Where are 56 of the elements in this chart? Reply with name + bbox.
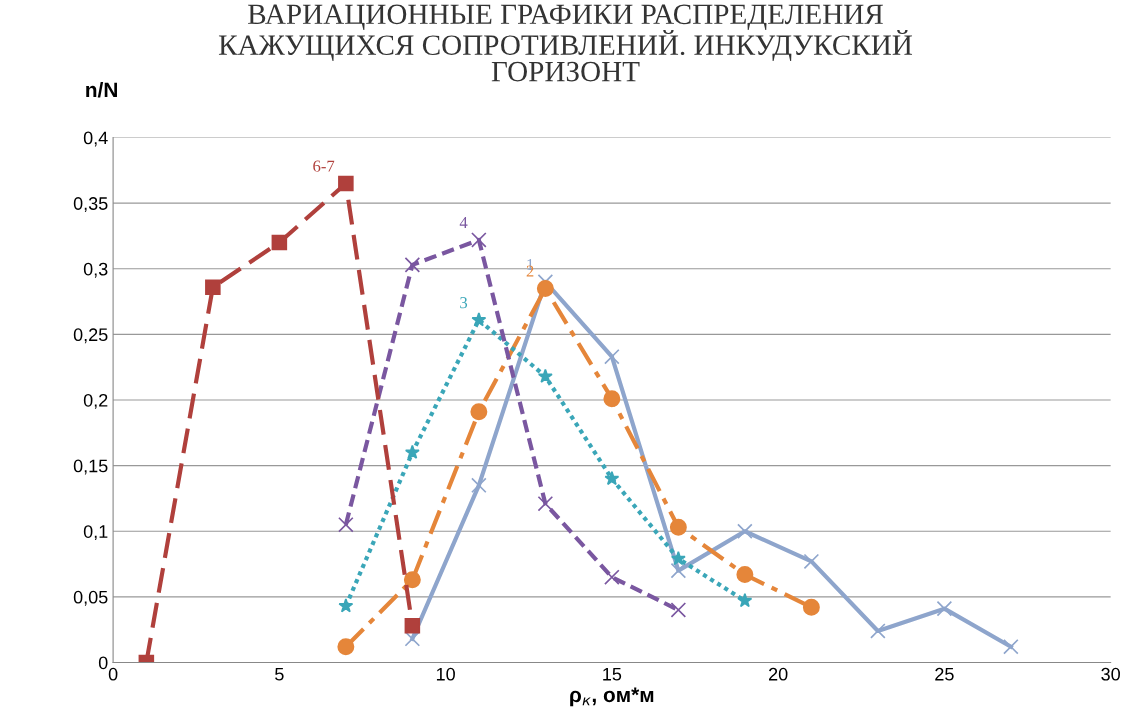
chart-title: ВАРИАЦИОННЫЕ ГРАФИКИ РАСПРЕДЕЛЕНИЯ КАЖУЩИХСЯ СОПРОТИВЛЕНИЙ. ИНКУДУКСКИЙ ГОРИЗОНТ xyxy=(218,4,913,82)
point xyxy=(604,348,620,365)
point xyxy=(404,617,421,634)
point xyxy=(471,312,487,327)
point xyxy=(337,638,355,656)
point xyxy=(669,518,687,536)
point xyxy=(537,495,554,512)
y-tick-label: 0,3 xyxy=(83,262,108,278)
y-tick-label: 0 xyxy=(98,656,108,670)
point xyxy=(470,403,488,421)
point xyxy=(603,390,621,408)
y-tick-label: 0,35 xyxy=(73,197,108,213)
point xyxy=(338,175,354,192)
point xyxy=(936,600,953,617)
y-tick-label: 0,1 xyxy=(83,525,108,541)
point xyxy=(803,553,820,570)
x-tick-label: 10 xyxy=(436,667,455,681)
point xyxy=(403,571,421,589)
point xyxy=(338,598,354,613)
x-axis-title: ρ$_{к}$, ом*м xyxy=(570,687,654,707)
point xyxy=(205,279,221,295)
point xyxy=(737,593,753,608)
y-tick-label: 0,05 xyxy=(73,590,108,606)
point xyxy=(670,562,687,579)
point xyxy=(736,566,754,584)
series-label: 4 xyxy=(459,217,468,229)
y-tick-label: 0,2 xyxy=(83,393,108,409)
y-tick-label: 0,4 xyxy=(83,131,108,147)
series-label: 3 xyxy=(460,297,468,309)
point xyxy=(271,234,288,251)
series-label: 6-7 xyxy=(313,160,335,172)
point xyxy=(537,368,553,383)
point xyxy=(737,523,753,540)
point xyxy=(1003,638,1019,655)
point xyxy=(338,516,354,533)
x-tick-label: 0 xyxy=(108,667,118,681)
point xyxy=(670,602,687,618)
y-axis-title: n/N xyxy=(86,81,117,98)
x-tick-label: 25 xyxy=(935,667,954,681)
y-tick-label: 0,15 xyxy=(73,459,108,475)
point xyxy=(604,470,620,486)
point xyxy=(404,257,421,273)
x-tick-label: 15 xyxy=(603,667,622,681)
x-tick-label: 20 xyxy=(769,667,788,681)
point xyxy=(604,569,620,585)
y-tick-label: 0,25 xyxy=(73,328,108,344)
point xyxy=(471,232,487,248)
point xyxy=(536,279,554,297)
point xyxy=(870,623,886,639)
point xyxy=(404,631,421,647)
x-tick-label: 5 xyxy=(275,667,284,681)
point xyxy=(802,598,820,616)
point xyxy=(404,444,420,459)
x-tick-label: 30 xyxy=(1101,667,1120,681)
point xyxy=(670,551,686,566)
point xyxy=(471,477,487,494)
